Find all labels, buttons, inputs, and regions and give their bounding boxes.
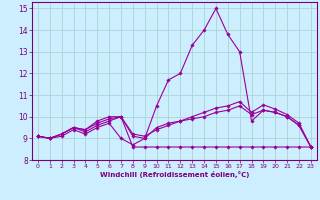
- X-axis label: Windchill (Refroidissement éolien,°C): Windchill (Refroidissement éolien,°C): [100, 171, 249, 178]
